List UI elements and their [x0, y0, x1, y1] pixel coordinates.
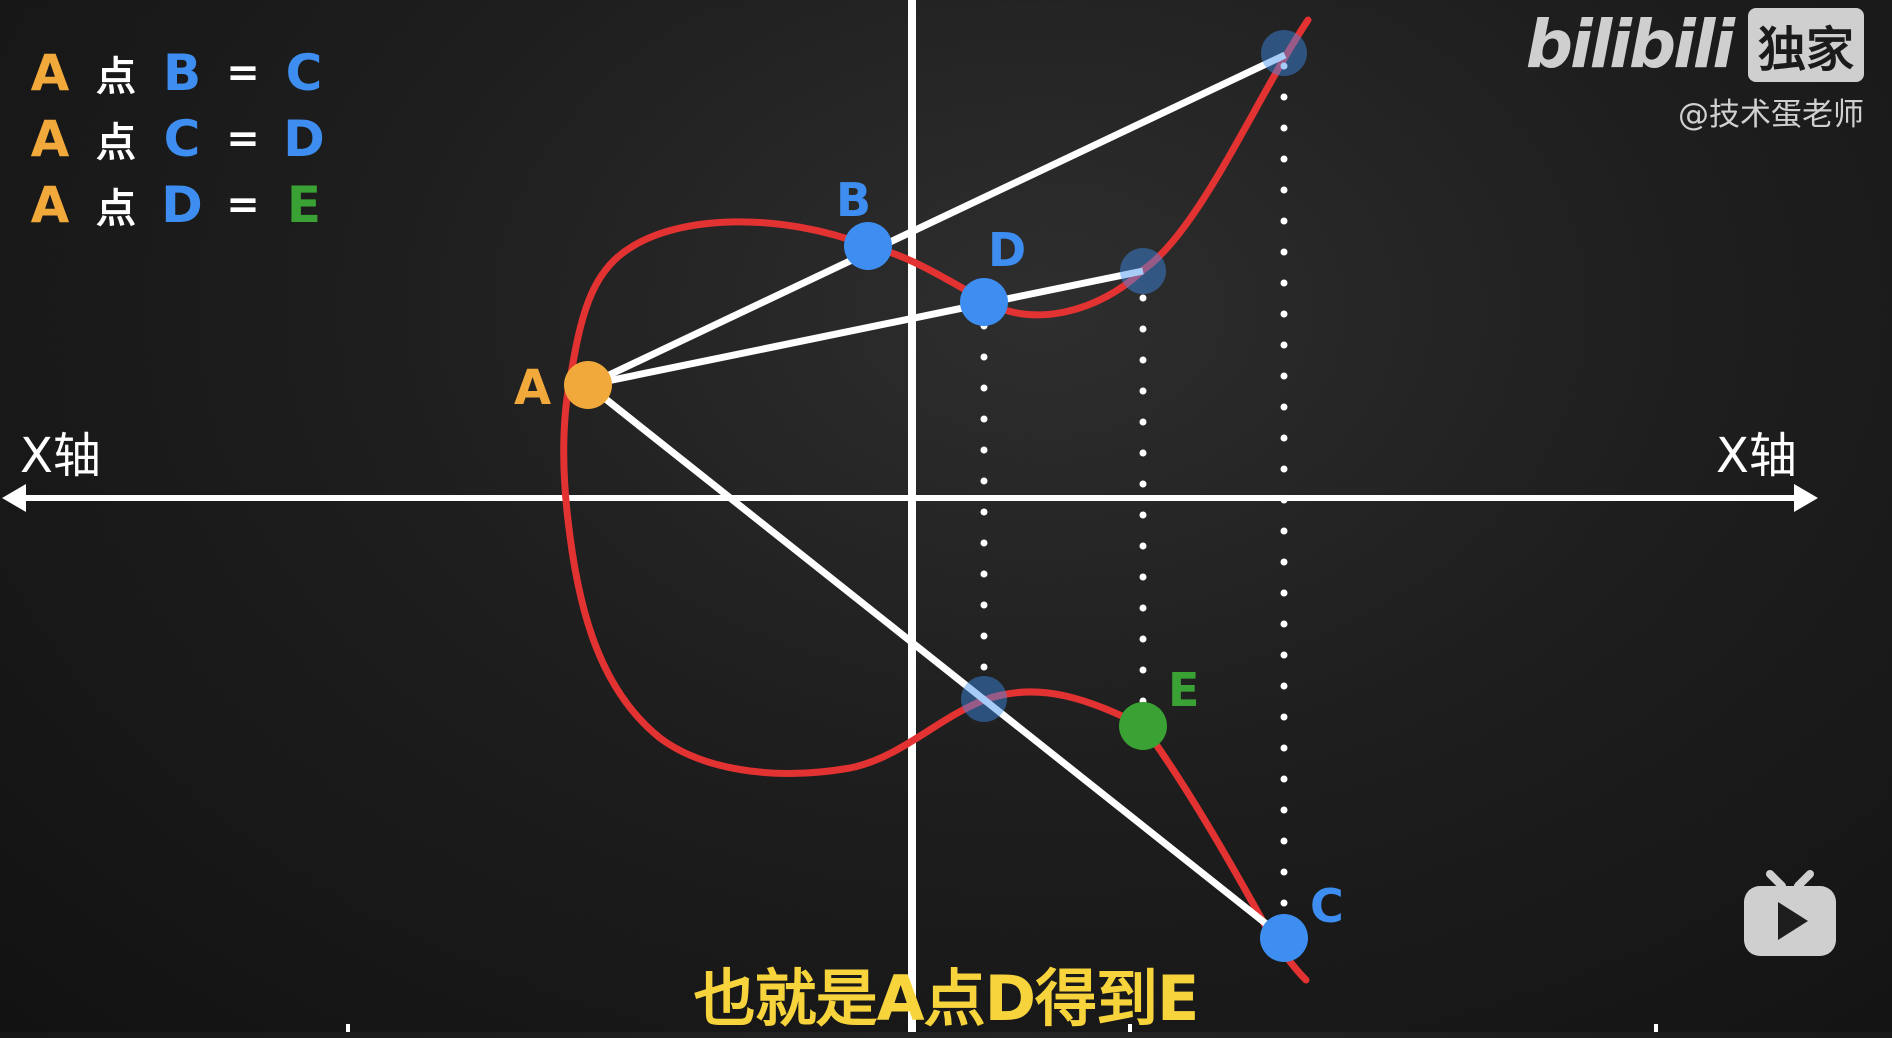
author-handle: @技术蛋老师: [1678, 97, 1864, 133]
equation-list: A 点 B = C A 点 C = D A 点 D = E: [20, 40, 334, 238]
equation-operand-a: A: [30, 176, 70, 234]
equation-operand-a: A: [30, 110, 70, 168]
point-D: [960, 278, 1008, 326]
equation-operator: 点: [96, 186, 136, 232]
equation-row: A 点 D = E: [20, 172, 334, 238]
equation-result: D: [283, 110, 325, 168]
point-E: [1119, 702, 1167, 750]
point-A: [564, 361, 612, 409]
reflected-point-C-mirror: [1261, 30, 1307, 76]
label-E: E: [1168, 663, 1199, 717]
label-D: D: [988, 223, 1026, 277]
reflected-point-E-mirror: [1120, 248, 1166, 294]
reflected-point-D-mirror: [961, 676, 1007, 722]
x-axis-right-arrow: [1794, 484, 1818, 512]
x-axis-right-label: X轴: [1716, 428, 1797, 484]
brand-row: bilibili 独家: [1526, 6, 1864, 83]
label-A: A: [514, 360, 551, 416]
label-B: B: [836, 173, 871, 227]
chord-A-to-C: [585, 382, 1287, 941]
video-subtitle: 也就是A点D得到E: [693, 962, 1200, 1035]
equation-result: C: [285, 44, 323, 102]
bilibili-logo: bilibili: [1525, 6, 1735, 83]
exclusive-badge: 独家: [1747, 7, 1864, 82]
bilibili-tv-icon[interactable]: [1740, 868, 1840, 960]
elliptic-curve: [560, 16, 1312, 984]
equation-equals: =: [226, 116, 260, 162]
equation-operand-b: D: [161, 176, 203, 234]
equation-row: A 点 B = C: [20, 40, 334, 106]
equation-row: A 点 C = D: [20, 106, 334, 172]
equation-operand-b: B: [162, 44, 202, 102]
label-C: C: [1310, 879, 1344, 933]
chord-A-to-C-reflection: [586, 51, 1287, 389]
equation-equals: =: [226, 50, 260, 96]
equation-operand-b: C: [163, 110, 201, 168]
point-C: [1260, 914, 1308, 962]
equation-equals: =: [226, 182, 260, 228]
chord-A-to-D-reflection: [587, 267, 1144, 389]
bilibili-watermark: bilibili 独家 @技术蛋老师: [1526, 6, 1864, 134]
x-axis-left-label: X轴: [20, 428, 101, 484]
x-axis-left-arrow: [2, 484, 26, 512]
equation-operator: 点: [96, 54, 136, 100]
equation-result: E: [286, 176, 322, 234]
equation-operator: 点: [96, 120, 136, 166]
equation-operand-a: A: [30, 44, 70, 102]
point-B: [844, 222, 892, 270]
